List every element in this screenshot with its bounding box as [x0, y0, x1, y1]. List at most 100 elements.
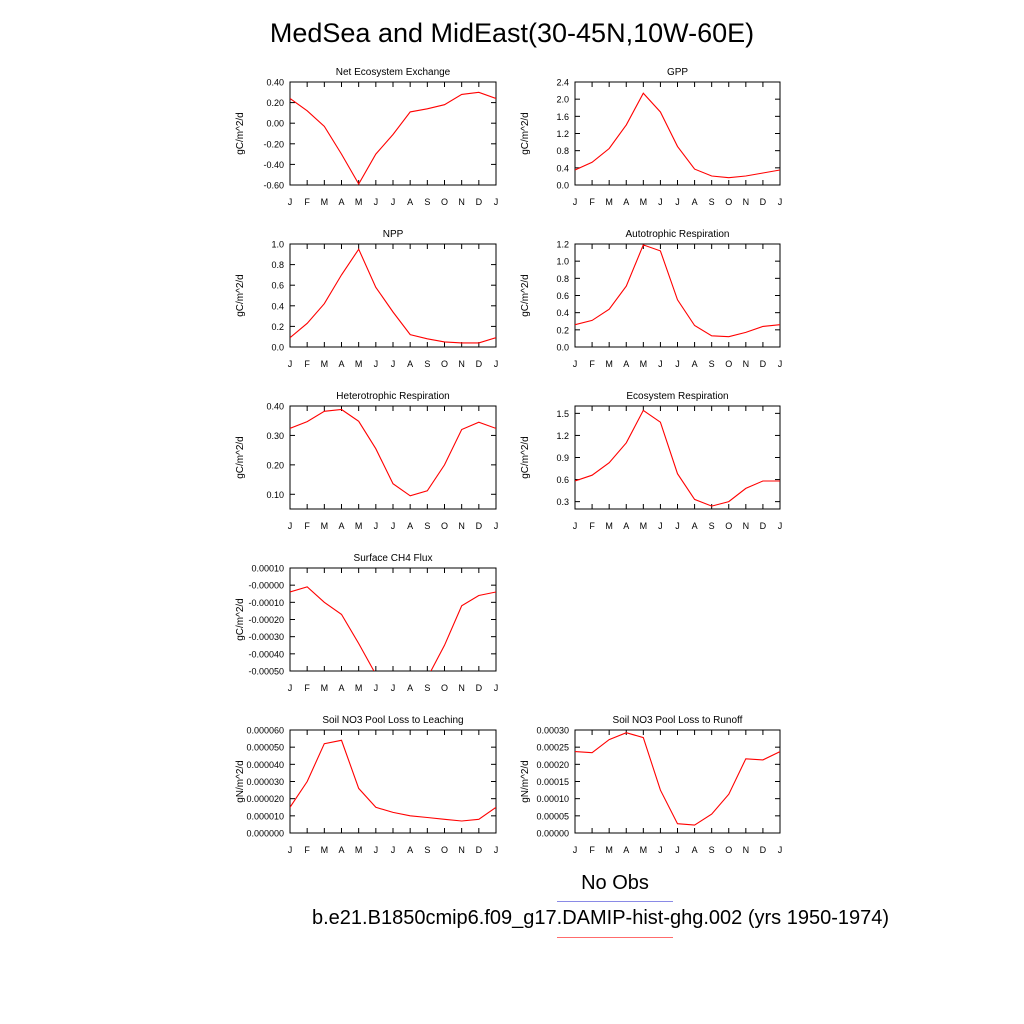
panel-title: Autotrophic Respiration [626, 229, 730, 240]
x-tick-label: M [321, 197, 329, 207]
panel-title: Heterotrophic Respiration [336, 391, 449, 402]
x-tick-label: M [321, 683, 329, 693]
x-tick-label: S [424, 845, 430, 855]
x-tick-label: M [355, 683, 363, 693]
y-tick-label: 1.2 [556, 431, 569, 441]
x-tick-label: A [623, 521, 629, 531]
x-tick-label: F [589, 197, 595, 207]
x-tick-label: A [338, 521, 344, 531]
x-tick-label: J [288, 683, 293, 693]
y-tick-label: 0.00025 [536, 743, 569, 753]
x-tick-label: D [476, 197, 483, 207]
y-tick-label: 0.0 [556, 181, 569, 191]
y-axis-label: gN/m^2/d [235, 760, 246, 803]
x-tick-label: J [391, 683, 396, 693]
y-tick-label: 0.000040 [246, 760, 284, 770]
x-tick-label: O [441, 683, 448, 693]
x-tick-label: F [589, 521, 595, 531]
x-tick-label: M [355, 197, 363, 207]
x-tick-label: A [692, 197, 698, 207]
y-tick-label: 0.9 [556, 453, 569, 463]
x-tick-label: O [441, 845, 448, 855]
x-tick-label: M [605, 845, 613, 855]
x-tick-label: J [658, 845, 663, 855]
panel-title: Soil NO3 Pool Loss to Runoff [613, 715, 743, 726]
x-tick-label: S [424, 521, 430, 531]
x-tick-label: N [458, 683, 465, 693]
x-tick-label: J [675, 845, 680, 855]
x-tick-label: M [321, 521, 329, 531]
x-tick-label: N [743, 521, 750, 531]
series-line [575, 409, 780, 507]
y-tick-label: 0.000000 [246, 829, 284, 839]
y-axis-label: gC/m^2/d [235, 274, 246, 317]
y-tick-label: 0.00005 [536, 811, 569, 821]
y-tick-label: 0.10 [266, 490, 284, 500]
y-tick-label: 0.00030 [536, 726, 569, 736]
y-tick-label: 0.20 [266, 98, 284, 108]
x-tick-label: J [494, 359, 499, 369]
y-tick-label: 0.000030 [246, 777, 284, 787]
x-tick-label: A [338, 197, 344, 207]
legend-obs-label: No Obs [581, 872, 649, 894]
y-tick-label: -0.40 [263, 160, 284, 170]
x-tick-label: J [778, 197, 783, 207]
x-tick-label: D [476, 359, 483, 369]
plot-frame [289, 243, 497, 348]
y-tick-label: 0.8 [556, 146, 569, 156]
series-line [290, 586, 496, 671]
x-tick-label: J [288, 359, 293, 369]
x-tick-label: J [573, 197, 578, 207]
y-tick-label: 0.40 [266, 78, 284, 88]
x-tick-label: S [424, 197, 430, 207]
y-tick-label: -0.00050 [248, 667, 284, 677]
x-tick-label: A [623, 845, 629, 855]
x-tick-label: M [355, 845, 363, 855]
y-tick-label: -0.00040 [248, 649, 284, 659]
y-tick-label: 0.4 [556, 308, 569, 318]
x-tick-label: M [640, 845, 648, 855]
x-tick-label: A [692, 359, 698, 369]
x-tick-label: S [709, 521, 715, 531]
panel-title: Soil NO3 Pool Loss to Leaching [322, 715, 463, 726]
y-tick-label: 1.2 [556, 129, 569, 139]
x-tick-label: J [288, 845, 293, 855]
legend-run-line [557, 937, 673, 938]
x-tick-label: N [458, 197, 465, 207]
y-tick-label: -0.00020 [248, 615, 284, 625]
y-tick-label: 0.30 [266, 431, 284, 441]
y-tick-label: 0.40 [266, 402, 284, 412]
x-tick-label: A [407, 845, 413, 855]
y-tick-label: -0.00030 [248, 632, 284, 642]
x-tick-label: J [288, 197, 293, 207]
x-tick-label: M [355, 521, 363, 531]
y-tick-label: 0.6 [271, 281, 284, 291]
x-tick-label: D [476, 845, 483, 855]
y-axis-label: gC/m^2/d [520, 436, 531, 479]
x-tick-label: F [304, 683, 310, 693]
y-tick-label: 0.00020 [536, 760, 569, 770]
x-tick-label: O [725, 845, 732, 855]
x-tick-label: M [640, 521, 648, 531]
y-tick-label: 0.4 [556, 163, 569, 173]
x-tick-label: J [573, 359, 578, 369]
y-tick-label: 0.8 [556, 274, 569, 284]
y-tick-label: 0.000050 [246, 743, 284, 753]
x-tick-label: A [338, 683, 344, 693]
x-tick-label: S [709, 359, 715, 369]
x-tick-label: J [658, 197, 663, 207]
y-axis-label: gC/m^2/d [235, 112, 246, 155]
x-tick-label: M [640, 359, 648, 369]
x-tick-label: D [760, 359, 767, 369]
plot-frame [289, 567, 497, 672]
x-tick-label: O [725, 359, 732, 369]
y-tick-label: 0.00010 [536, 794, 569, 804]
x-tick-label: J [573, 845, 578, 855]
x-tick-label: A [407, 359, 413, 369]
panel-title: Ecosystem Respiration [626, 391, 728, 402]
legend-run-label: b.e21.B1850cmip6.f09_g17.DAMIP-hist-ghg.… [312, 907, 890, 929]
